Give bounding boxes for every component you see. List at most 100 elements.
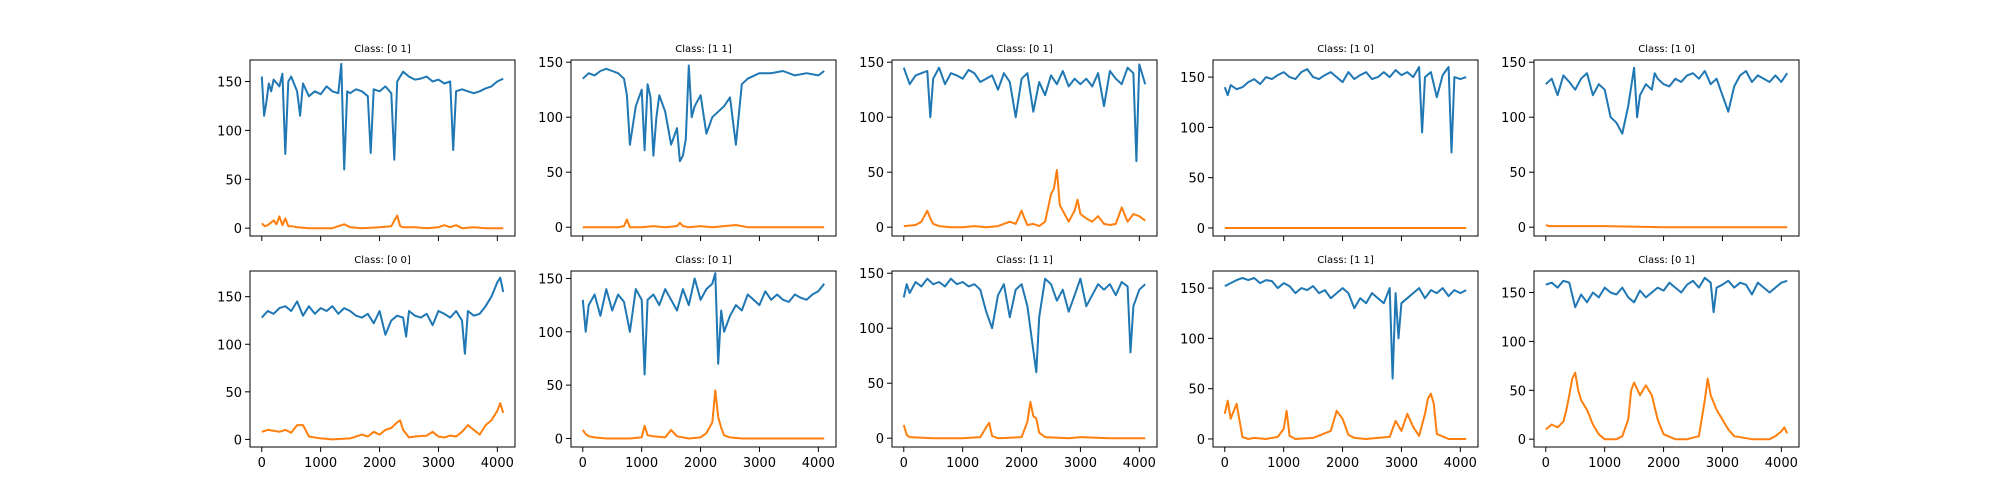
x-tick-label: 3000 bbox=[422, 456, 455, 471]
y-tick-label: 50 bbox=[546, 379, 563, 394]
subplot-8: 0 50 100 150 0 1000 2000 3000 4000 Class: [1 1] bbox=[859, 255, 1158, 471]
y-tick-label: 100 bbox=[1180, 332, 1205, 347]
y-tick-label: 150 bbox=[859, 267, 884, 282]
series-line-1 bbox=[1545, 66, 1789, 135]
series-line-2 bbox=[902, 400, 1146, 440]
x-tick-label: 1000 bbox=[946, 456, 979, 471]
subplot-4: 0 50 100 150 Class: [1 0] bbox=[1180, 44, 1479, 241]
subplot-title: Class: [0 1] bbox=[675, 255, 732, 266]
y-tick-label: 150 bbox=[1501, 56, 1526, 71]
x-tick-label: 4000 bbox=[481, 456, 514, 471]
y-tick-label: 100 bbox=[538, 326, 563, 341]
axes-frame bbox=[249, 270, 516, 448]
series-line-2 bbox=[903, 169, 1146, 229]
subplot-6: 0 50 100 150 0 1000 2000 3000 4000 Class: [0 0] bbox=[217, 255, 516, 471]
x-tick-label: 0 bbox=[1542, 456, 1550, 471]
y-tick-label: 100 bbox=[1501, 335, 1526, 350]
subplot-7: 0 50 100 150 0 1000 2000 3000 4000 Class: [0 1] bbox=[538, 255, 837, 471]
y-tick-label: 0 bbox=[555, 221, 563, 236]
y-tick-label: 50 bbox=[225, 386, 242, 401]
subplot-title: Class: [0 0] bbox=[354, 255, 411, 266]
x-tick-label: 1000 bbox=[304, 456, 337, 471]
subplot-title: Class: [1 1] bbox=[1317, 255, 1374, 266]
x-tick-label: 4000 bbox=[1123, 456, 1156, 471]
subplot-10: 0 50 100 150 0 1000 2000 3000 4000 Class: [0 1] bbox=[1501, 255, 1800, 471]
x-tick-label: 0 bbox=[579, 456, 587, 471]
series-line-2 bbox=[1545, 224, 1788, 229]
x-tick-label: 0 bbox=[900, 456, 908, 471]
axes-frame bbox=[249, 59, 516, 237]
x-tick-label: 2000 bbox=[1005, 456, 1038, 471]
x-tick-label: 4000 bbox=[802, 456, 835, 471]
y-tick-label: 50 bbox=[1509, 166, 1526, 181]
y-tick-label: 100 bbox=[1501, 111, 1526, 126]
y-tick-label: 0 bbox=[234, 222, 242, 237]
y-tick-label: 100 bbox=[859, 111, 884, 126]
y-tick-label: 50 bbox=[225, 173, 242, 188]
subplot-title: Class: [1 1] bbox=[675, 44, 732, 55]
x-tick-label: 2000 bbox=[1326, 456, 1359, 471]
y-tick-label: 150 bbox=[538, 272, 563, 287]
series-line-1 bbox=[261, 276, 505, 355]
x-tick-label: 1000 bbox=[625, 456, 658, 471]
series-line-2 bbox=[261, 214, 504, 230]
y-tick-label: 0 bbox=[555, 432, 563, 447]
y-tick-label: 0 bbox=[234, 433, 242, 448]
y-tick-label: 100 bbox=[217, 124, 242, 139]
series-line-1 bbox=[902, 63, 1147, 163]
axes-frame bbox=[1212, 59, 1479, 237]
series-line-1 bbox=[582, 64, 825, 163]
y-tick-label: 150 bbox=[859, 56, 884, 71]
x-tick-label: 0 bbox=[258, 456, 266, 471]
y-tick-label: 150 bbox=[1501, 287, 1526, 302]
y-tick-label: 150 bbox=[1180, 71, 1205, 86]
y-tick-label: 50 bbox=[867, 166, 884, 181]
x-tick-label: 2000 bbox=[684, 456, 717, 471]
axes-frame bbox=[1212, 270, 1479, 448]
series-line-2 bbox=[261, 402, 505, 441]
y-tick-label: 100 bbox=[859, 322, 884, 337]
series-line-2 bbox=[581, 389, 825, 440]
x-tick-label: 3000 bbox=[1064, 456, 1097, 471]
x-tick-label: 3000 bbox=[1706, 456, 1739, 471]
y-tick-label: 150 bbox=[217, 76, 242, 91]
y-tick-label: 50 bbox=[1188, 172, 1205, 187]
y-tick-label: 150 bbox=[1180, 282, 1205, 297]
y-tick-label: 50 bbox=[1509, 384, 1526, 399]
y-tick-label: 150 bbox=[217, 291, 242, 306]
subplot-9: 0 50 100 150 0 1000 2000 3000 4000 Class: [1 1] bbox=[1180, 255, 1479, 471]
axes-frame bbox=[891, 59, 1158, 237]
x-tick-label: 1000 bbox=[1588, 456, 1621, 471]
series-line-1 bbox=[260, 62, 504, 171]
subplot-title: Class: [0 1] bbox=[354, 44, 411, 55]
x-tick-label: 4000 bbox=[1765, 456, 1798, 471]
subplot-title: Class: [0 1] bbox=[1638, 255, 1695, 266]
subplot-5: 0 50 100 150 Class: [1 0] bbox=[1501, 44, 1800, 241]
x-tick-label: 2000 bbox=[1647, 456, 1680, 471]
x-tick-label: 2000 bbox=[363, 456, 396, 471]
y-tick-label: 50 bbox=[546, 166, 563, 181]
subplot-2: 0 50 100 150 Class: [1 1] bbox=[538, 44, 837, 241]
axes-frame bbox=[1533, 270, 1800, 448]
series-line-2 bbox=[1545, 371, 1789, 441]
y-tick-label: 0 bbox=[1518, 433, 1526, 448]
y-tick-label: 0 bbox=[1197, 433, 1205, 448]
x-tick-label: 3000 bbox=[743, 456, 776, 471]
y-tick-label: 0 bbox=[876, 221, 884, 236]
subplot-title: Class: [1 0] bbox=[1638, 44, 1695, 55]
axes-frame bbox=[570, 59, 837, 237]
y-tick-label: 150 bbox=[538, 56, 563, 71]
series-line-1 bbox=[902, 277, 1146, 374]
axes-frame bbox=[1533, 59, 1800, 237]
series-line-1 bbox=[1224, 277, 1467, 380]
x-tick-label: 1000 bbox=[1267, 456, 1300, 471]
y-tick-label: 50 bbox=[1188, 383, 1205, 398]
axes-frame bbox=[891, 270, 1158, 448]
series-line-2 bbox=[582, 218, 825, 229]
series-line-1 bbox=[1223, 66, 1467, 154]
subplot-title: Class: [0 1] bbox=[996, 44, 1053, 55]
subplot-title: Class: [1 1] bbox=[996, 255, 1053, 266]
y-tick-label: 0 bbox=[1197, 222, 1205, 237]
series-line-2 bbox=[1223, 392, 1467, 440]
